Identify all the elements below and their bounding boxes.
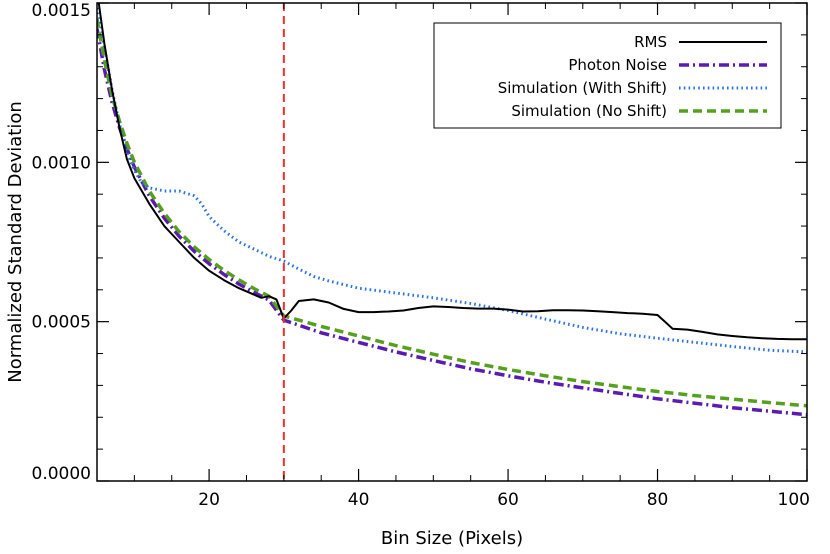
legend-label: Simulation (No Shift) bbox=[511, 102, 667, 120]
y-tick-label: 0.0015 bbox=[32, 1, 91, 21]
legend-label: Photon Noise bbox=[568, 56, 667, 74]
y-axis-title: Normalized Standard Deviation bbox=[5, 101, 26, 383]
series-line-simulation-no-shift bbox=[97, 18, 807, 408]
x-axis-title: Bin Size (Pixels) bbox=[381, 528, 523, 549]
y-tick-label: 0.0000 bbox=[32, 464, 91, 484]
series-layer bbox=[97, 3, 807, 417]
series-line-rms bbox=[97, 3, 807, 341]
plot-frame bbox=[96, 2, 808, 482]
y-tick-label: 0.0005 bbox=[32, 313, 91, 333]
x-tick-label: 60 bbox=[497, 490, 519, 510]
series-line-photon-noise bbox=[97, 28, 807, 417]
x-tick-label: 20 bbox=[198, 490, 220, 510]
y-tick-label: 0.0010 bbox=[32, 153, 91, 173]
tick-layer: 20 40 60 80 100 0.0000 0.0005 0.0010 0.0015 bbox=[32, 1, 810, 510]
x-tick-label: 40 bbox=[348, 490, 370, 510]
legend-label: RMS bbox=[634, 33, 667, 51]
x-tick-label: 80 bbox=[647, 490, 669, 510]
legend: RMS Photon Noise Simulation (With Shift) Si… bbox=[433, 22, 782, 129]
legend-label: Simulation (With Shift) bbox=[498, 79, 667, 97]
x-tick-label: 100 bbox=[778, 490, 810, 510]
